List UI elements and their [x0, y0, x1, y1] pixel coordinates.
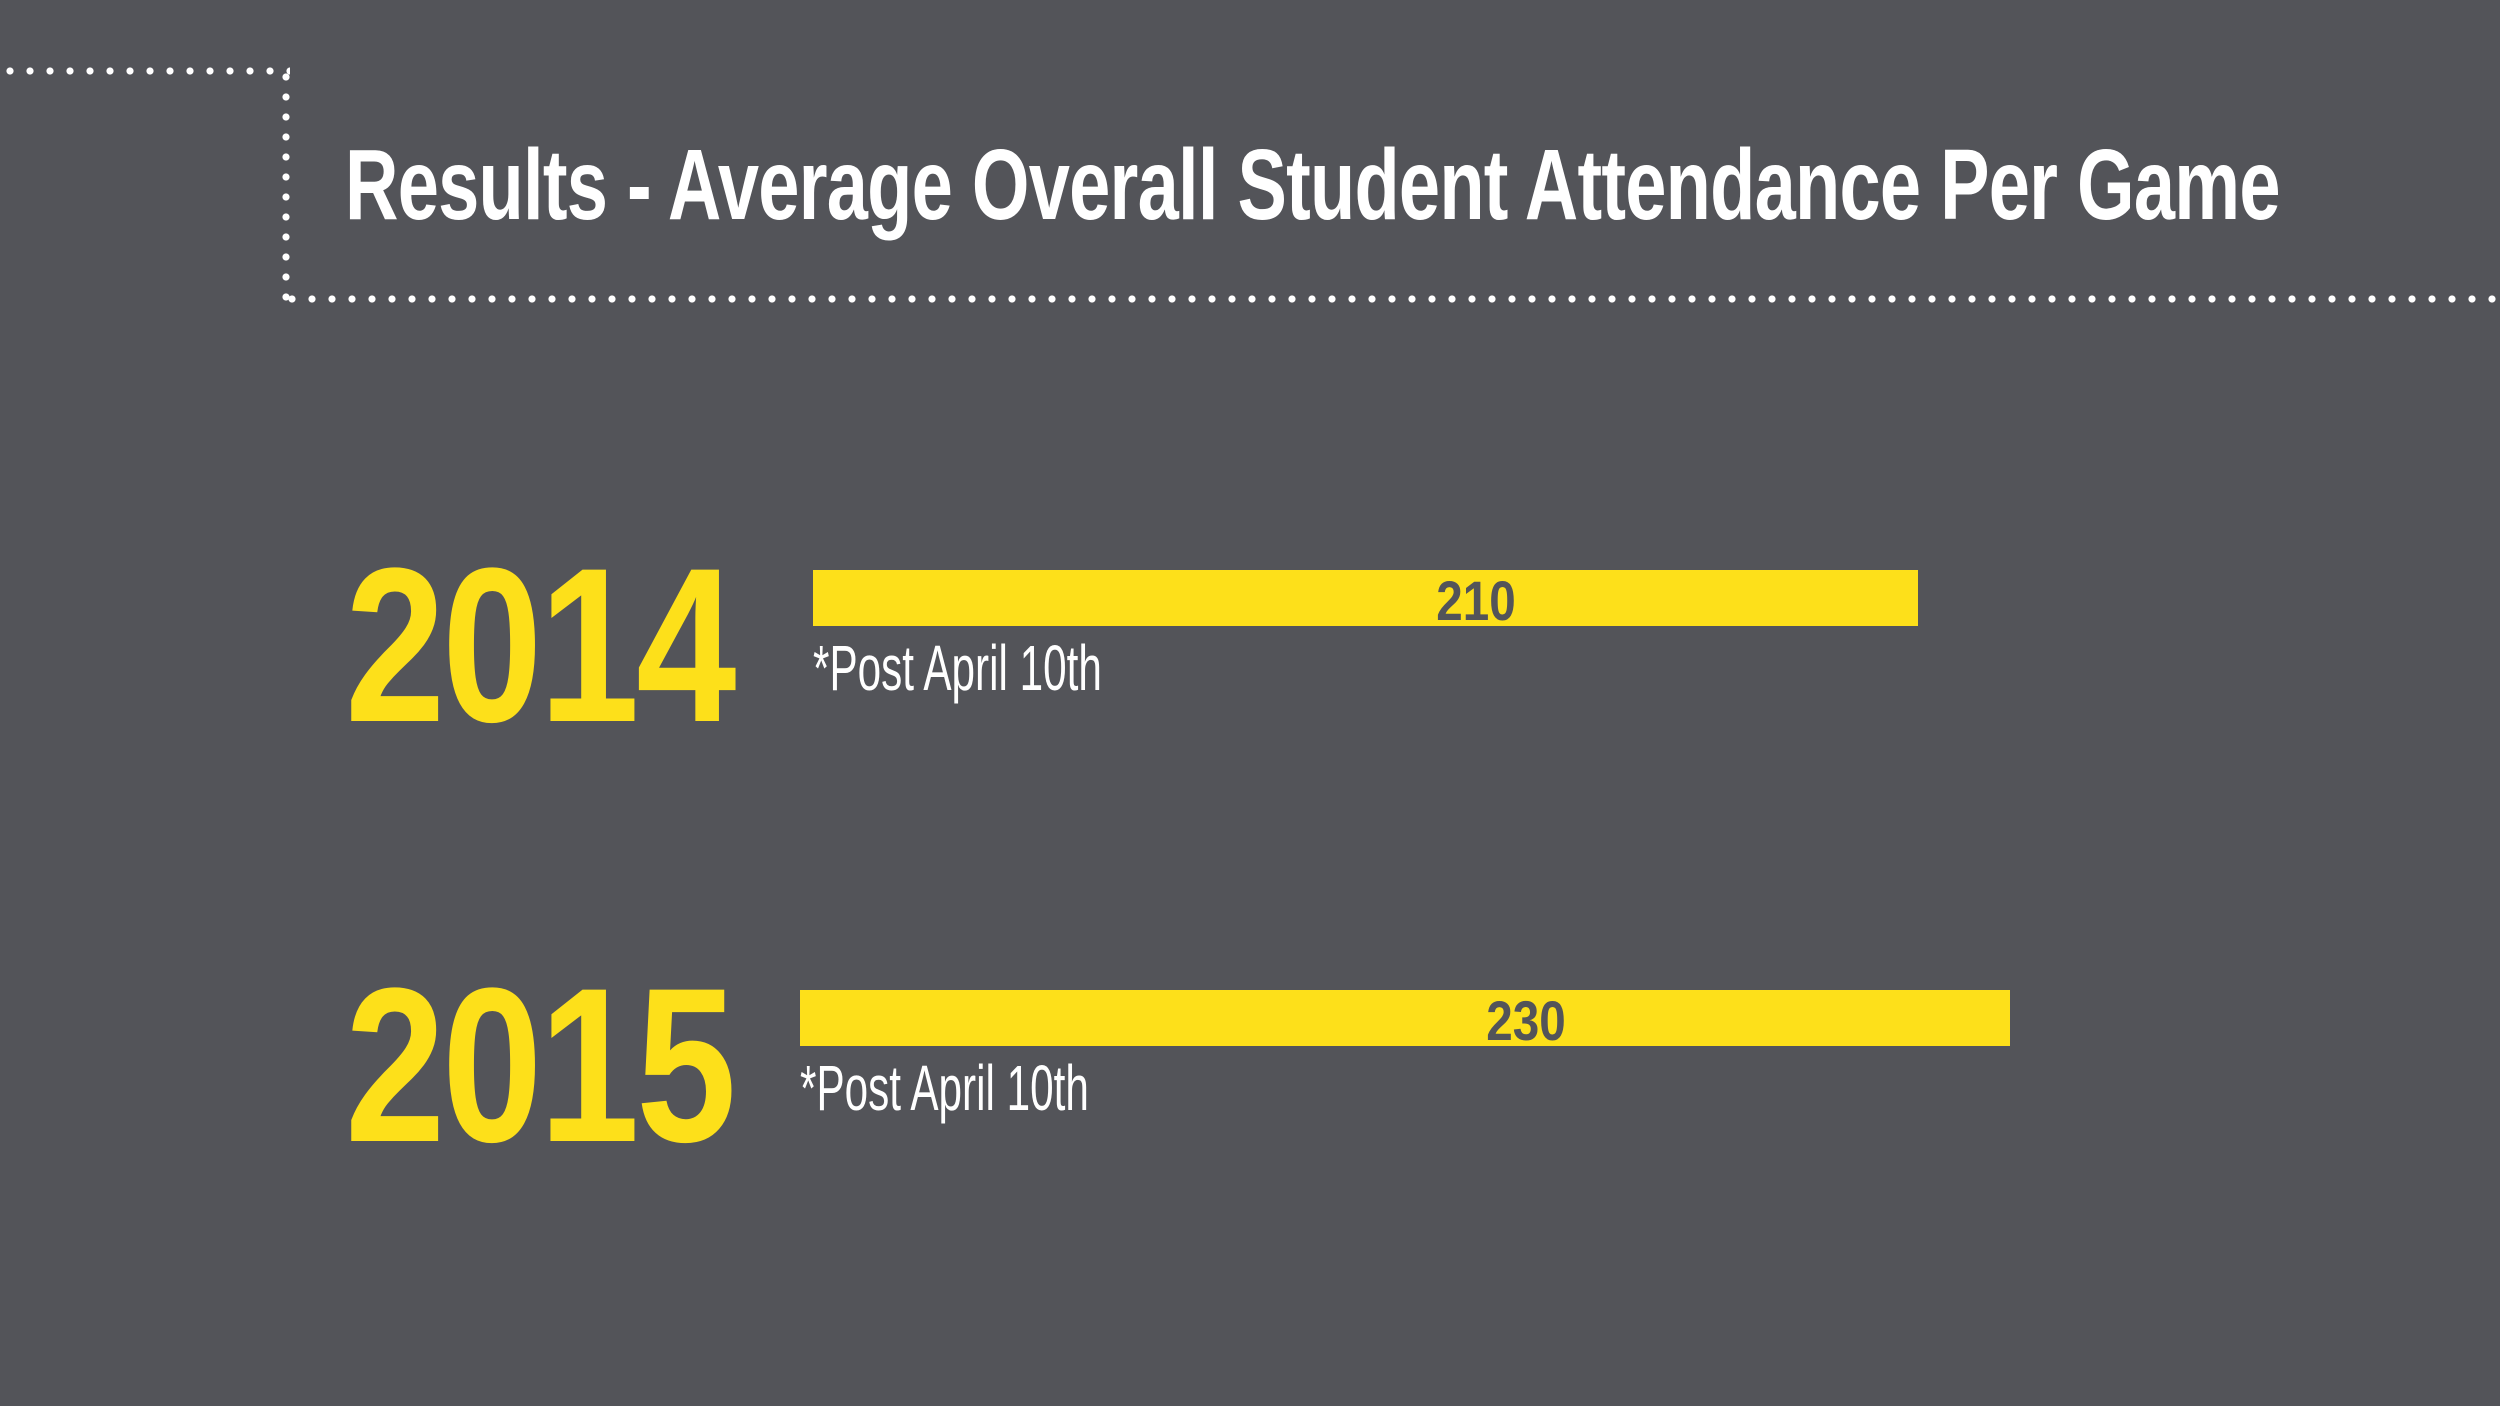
dotted-border-bottom: [282, 295, 2500, 303]
bar-2014: [813, 570, 1918, 626]
data-label-2015: 230: [1486, 989, 1566, 1052]
page-title: Results - Average Overall Student Attend…: [345, 129, 2280, 241]
category-label-2014: 2014: [345, 522, 736, 768]
category-label-2015: 2015: [345, 942, 736, 1188]
data-label-2014: 210: [1436, 569, 1516, 632]
annotation-2015: *Post April 10th: [800, 1052, 1089, 1124]
annotation-2014: *Post April 10th: [813, 632, 1102, 704]
dotted-border-vertical: [282, 67, 290, 303]
bar-2015: [800, 990, 2010, 1046]
dotted-border-top: [0, 67, 290, 75]
